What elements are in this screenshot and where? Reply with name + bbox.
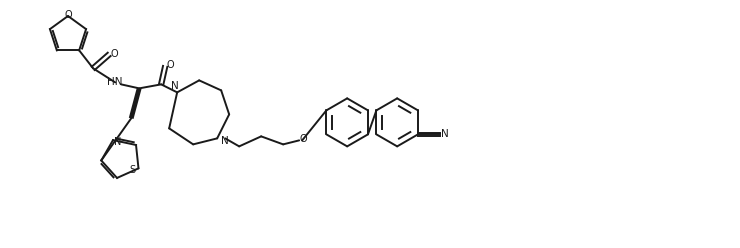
Text: O: O bbox=[300, 134, 307, 144]
Text: N: N bbox=[441, 129, 449, 139]
Text: O: O bbox=[64, 10, 72, 20]
Text: HN: HN bbox=[107, 77, 123, 87]
Text: O: O bbox=[166, 60, 174, 70]
Text: O: O bbox=[110, 49, 118, 59]
Text: N: N bbox=[221, 136, 229, 146]
Text: N: N bbox=[171, 81, 179, 91]
Text: S: S bbox=[130, 165, 135, 175]
Text: N: N bbox=[115, 137, 121, 147]
